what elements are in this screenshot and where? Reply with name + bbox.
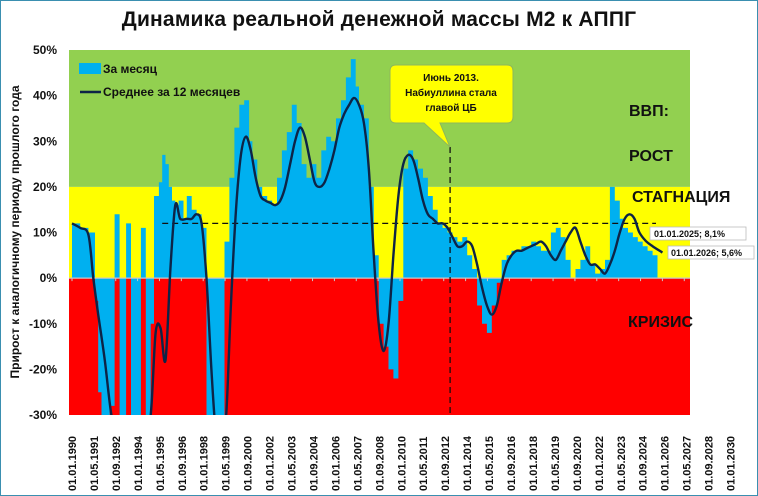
band-ввп-рост (69, 50, 690, 187)
y-tick-label: -30% (29, 408, 57, 422)
zone-label-stagnation: СТАГНАЦИЯ (632, 189, 730, 206)
y-axis-label: Прирост к аналогичному периоду прошлого … (8, 85, 22, 378)
callout-line-2: Набиуллина стала (405, 87, 497, 99)
y-tick-label: 20% (33, 180, 57, 194)
callout-nabiullina: Июнь 2013. Набиуллина стала главой ЦБ (389, 64, 514, 148)
y-tick-label: 30% (33, 134, 57, 148)
x-tick-label: 01.09.1992 (111, 436, 123, 491)
average-line-series (71, 96, 664, 415)
y-tick-label: 50% (33, 43, 57, 57)
x-tick-label: 01.09.2012 (440, 436, 452, 491)
x-tick-label: 01.09.2028 (704, 436, 716, 491)
x-tick-label: 01.01.2026 (660, 436, 672, 491)
zone-label-crisis: КРИЗИС (628, 314, 693, 331)
legend-label-average: Среднее за 12 месяцев (103, 85, 240, 99)
x-tick-label: 01.05.1995 (155, 436, 167, 491)
x-axis: 01.01.1990 01.05.1991 01.09.1992 01.01.1994… (67, 435, 738, 491)
x-tick-label: 01.09.2024 (638, 435, 650, 491)
y-axis: 50% 40% 30% 20% 10% 0% -10% -20% -30% (29, 43, 57, 422)
zone-label-growth-1: ВВП: (629, 103, 669, 120)
x-tick-label: 01.05.2019 (550, 436, 562, 491)
y-tick-label: -10% (29, 317, 57, 331)
x-tick-label: 01.09.1996 (177, 436, 189, 491)
x-tick-label: 01.01.2002 (265, 436, 277, 491)
legend-swatch-monthly (79, 63, 101, 74)
x-tick-label: 01.01.2014 (462, 435, 474, 491)
x-tick-label: 01.01.1998 (199, 436, 211, 491)
x-tick-label: 01.01.1994 (133, 435, 145, 491)
zero-axis (69, 277, 690, 282)
x-tick-label: 01.05.2027 (682, 436, 694, 491)
zone-label-growth-2: РОСТ (629, 148, 673, 165)
x-tick-label: 01.09.2008 (374, 436, 386, 491)
x-tick-label: 01.09.2020 (572, 436, 584, 491)
x-tick-label: 01.05.2011 (418, 437, 430, 491)
y-tick-label: 10% (33, 226, 57, 240)
x-tick-label: 01.01.1990 (67, 436, 79, 491)
x-tick-label: 01.05.2023 (616, 436, 628, 491)
data-label-2026-text: 01.01.2026; 5,6% (671, 248, 742, 258)
monthly-bars (72, 59, 658, 415)
x-tick-label: 01.01.2030 (726, 436, 738, 491)
legend: За месяц Среднее за 12 месяцев (79, 62, 240, 99)
y-tick-label: 40% (33, 89, 57, 103)
legend-label-monthly: За месяц (103, 62, 158, 76)
x-tick-label: 01.05.2007 (352, 436, 364, 491)
monthly-bars-series (72, 59, 658, 415)
data-label-2026: 01.01.2026; 5,6% (667, 245, 755, 260)
x-tick-label: 01.09.2016 (506, 436, 518, 491)
callout-line-1: Июнь 2013. (423, 73, 479, 84)
background-bands (69, 50, 690, 415)
y-tick-label: -20% (29, 362, 57, 376)
data-label-2025: 01.01.2025; 8,1% (649, 226, 747, 241)
callout-line-3: главой ЦБ (425, 103, 476, 114)
x-tick-label: 01.01.2022 (594, 436, 606, 491)
x-tick-label: 01.01.2018 (528, 436, 540, 491)
x-tick-label: 01.05.1991 (89, 436, 101, 491)
x-tick-label: 01.09.2004 (308, 435, 320, 491)
x-tick-label: 01.01.2010 (396, 436, 408, 491)
x-tick-label: 01.09.2000 (243, 436, 255, 491)
x-tick-label: 01.05.1999 (221, 436, 233, 491)
data-label-2025-text: 01.01.2025; 8,1% (654, 229, 725, 239)
x-tick-label: 01.05.2015 (484, 436, 496, 491)
x-tick-label: 01.01.2006 (330, 436, 342, 491)
y-tick-label: 0% (40, 271, 58, 285)
x-tick-label: 01.05.2003 (287, 436, 299, 491)
reference-lines (162, 147, 656, 415)
average-line (71, 96, 664, 415)
callout-bubble (389, 64, 514, 148)
chart-title: Динамика реальной денежной массы М2 к АП… (121, 8, 637, 31)
